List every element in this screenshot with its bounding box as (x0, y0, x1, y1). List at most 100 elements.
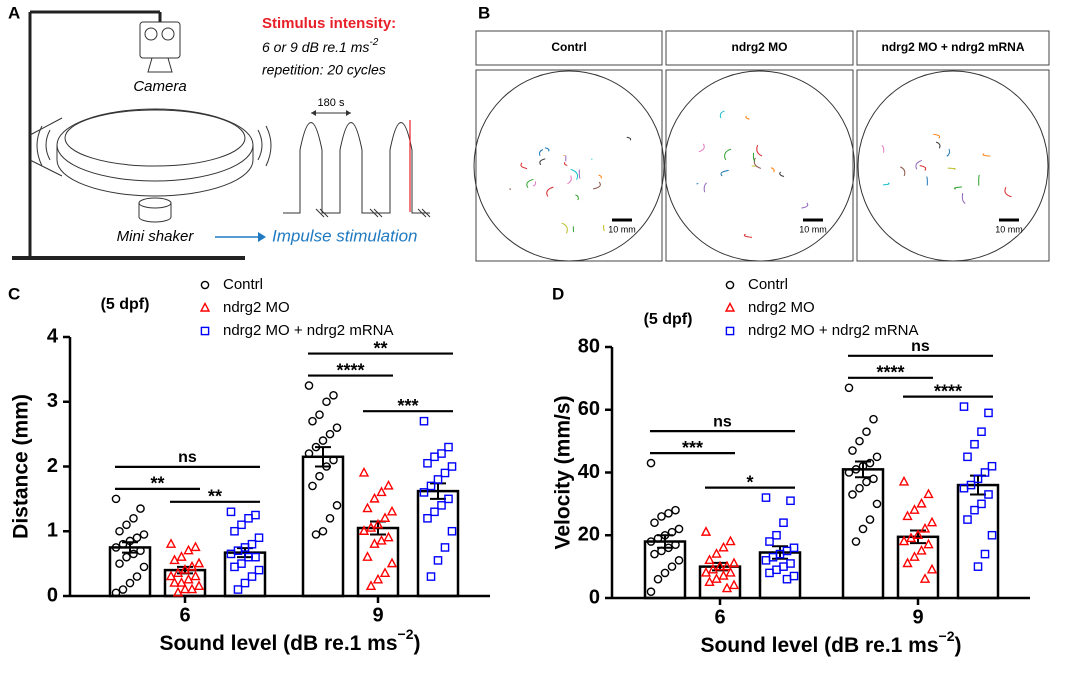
point (858, 461, 868, 471)
point (230, 526, 239, 536)
y-tick-label: 0 (589, 586, 600, 608)
point (905, 532, 917, 543)
header-label: Contrl (551, 40, 586, 54)
point (200, 280, 210, 290)
y-tick-label: 0 (47, 584, 58, 606)
trajectory (546, 186, 554, 197)
point (318, 526, 328, 536)
point (959, 402, 969, 411)
point (980, 549, 990, 559)
bar (356, 526, 400, 598)
trajectory (745, 115, 750, 120)
point (440, 543, 450, 552)
point (423, 514, 432, 523)
panel-label: C (8, 284, 20, 303)
trajectory (933, 133, 941, 139)
trajectory (900, 166, 906, 177)
trajectory (743, 233, 753, 238)
point (984, 490, 993, 499)
point (848, 446, 857, 455)
point (786, 496, 795, 506)
trajectory (603, 224, 605, 232)
point (789, 571, 799, 581)
scale-label: 10 mm (799, 224, 827, 234)
point (862, 427, 871, 437)
legend-label: ndrg2 MO (223, 299, 290, 316)
trajectory (935, 141, 941, 149)
point (721, 582, 733, 593)
trajectory (919, 165, 927, 171)
trajectory (947, 167, 956, 170)
point (358, 525, 370, 535)
chart: D (5 dpf) 0 20 40 60 80 Velocity (mm/s) Sound le… (552, 276, 1030, 657)
x-label-text: Sound level (dB re.1 ms (159, 632, 397, 655)
point (376, 486, 387, 497)
point (909, 551, 920, 561)
point (199, 302, 211, 312)
point (761, 556, 771, 565)
point (779, 518, 788, 527)
point (671, 505, 680, 515)
point (329, 390, 338, 400)
trajectory (526, 178, 534, 188)
point (671, 540, 680, 549)
point (125, 536, 135, 546)
point (977, 499, 986, 509)
camera-lens (161, 27, 175, 41)
point (718, 570, 729, 580)
point (646, 587, 656, 597)
point (872, 499, 882, 509)
point (379, 512, 391, 522)
trajectory (954, 186, 962, 190)
trajectory (564, 161, 568, 166)
point (728, 557, 740, 568)
point (667, 527, 677, 537)
trajectory (724, 148, 732, 161)
point (183, 544, 194, 555)
header-box (665, 30, 854, 66)
trajectory (946, 148, 950, 157)
point (704, 576, 715, 587)
trajectory (626, 136, 632, 141)
chart: C (5 dpf) 0 1 2 3 4 Distance (mm) Sound level (d… (8, 276, 490, 655)
point (923, 488, 934, 499)
point (650, 549, 659, 559)
point (858, 524, 868, 534)
trajectory (753, 157, 762, 169)
point (332, 423, 342, 432)
point (447, 462, 457, 471)
trajectory (520, 162, 528, 170)
point (139, 562, 149, 572)
point (779, 562, 788, 571)
point (987, 461, 997, 471)
point (329, 455, 338, 465)
point (251, 510, 260, 520)
trajectory (915, 160, 923, 170)
point (926, 563, 938, 574)
legend-label: ndrg2 MO + ndrg2 mRNA (748, 322, 919, 339)
point (383, 479, 394, 490)
arrow-head (258, 232, 266, 242)
point (179, 564, 191, 574)
trajectory (756, 144, 763, 157)
intensity-sup: -2 (369, 37, 378, 48)
vibration (36, 125, 272, 167)
point (963, 515, 972, 524)
point (308, 416, 317, 426)
point (386, 505, 398, 516)
point (447, 526, 457, 536)
panel-a: A Camera Mini shaker Impulse stimulation… (8, 3, 431, 260)
panel-label: D (552, 284, 564, 303)
point (725, 535, 736, 546)
trajectory (719, 110, 725, 119)
significance-label: ns (713, 413, 732, 430)
point (786, 559, 795, 568)
point (226, 549, 236, 559)
scale-label: 10 mm (608, 224, 636, 234)
significance-label: ** (150, 474, 164, 494)
trajectory (570, 168, 579, 180)
point (844, 468, 854, 477)
point (725, 326, 735, 336)
point (674, 556, 684, 565)
point (383, 531, 394, 542)
